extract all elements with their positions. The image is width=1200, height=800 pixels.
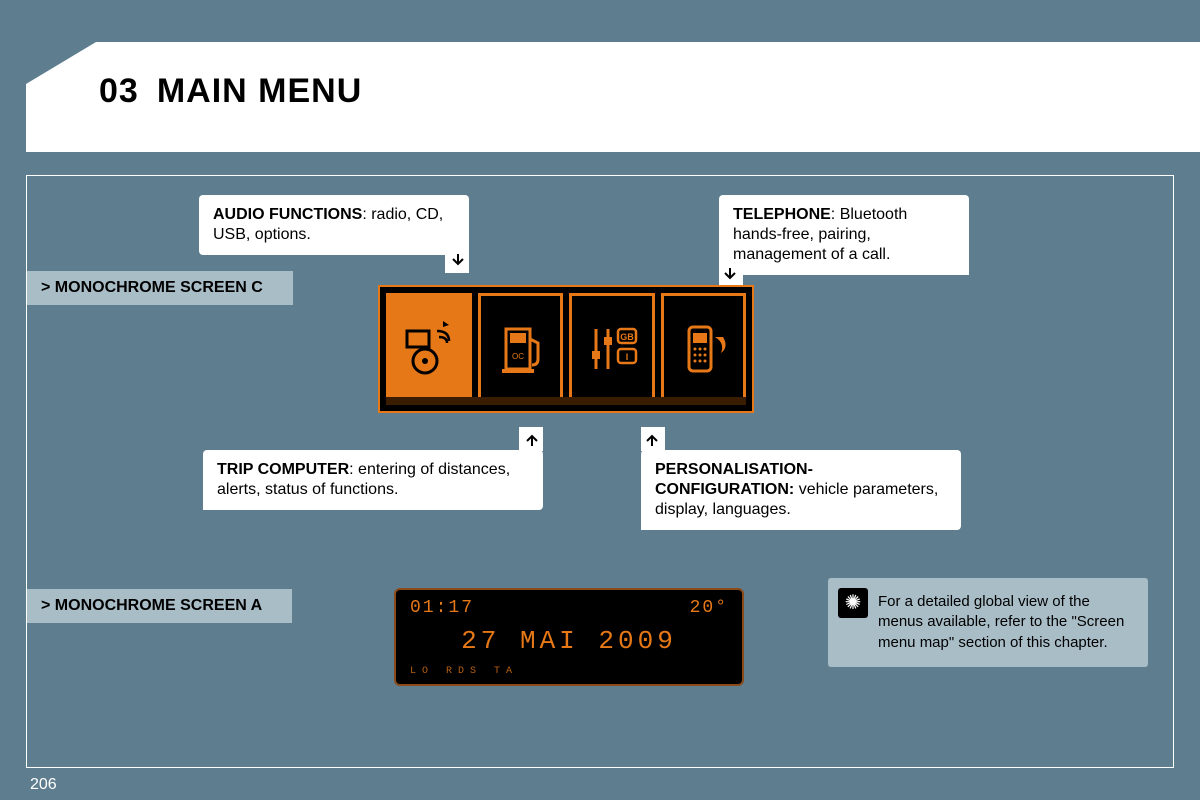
display-screen-c: OC GB I [378,285,754,413]
callout-trip-tail [519,427,543,451]
display-a-top-row: 01:17 20° [410,598,728,618]
display-c-bottom-bar [386,397,746,405]
menu-tile-audio [386,293,472,405]
display-a-temp: 20° [690,598,728,618]
callout-trip: TRIP COMPUTER: entering of distances, al… [203,450,543,510]
label-screen-c: > MONOCHROME SCREEN C [27,271,293,305]
page-number: 206 [30,776,57,794]
svg-text:I: I [625,352,628,362]
display-a-date: 27 MAI 2009 [410,626,728,656]
callout-audio-title: AUDIO FUNCTIONS [213,206,362,223]
callout-telephone: TELEPHONE: Bluetooth hands-free, pairing… [719,195,969,275]
chapter-number: 03 [99,72,139,110]
audio-icon [399,319,459,379]
callout-audio-tail [445,249,469,273]
callout-config-title: PERSONALISATION-CONFIGURATION: [655,461,813,498]
menu-tile-trip: OC [478,293,564,405]
callout-config: PERSONALISATION-CONFIGURATION: vehicle p… [641,450,961,530]
label-screen-a: > MONOCHROME SCREEN A [27,589,292,623]
fuel-icon: OC [490,319,550,379]
page-title: 03 MAIN MENU [99,72,362,111]
callout-telephone-tail [719,263,743,287]
display-c-tiles: OC GB I [386,293,746,405]
info-text: For a detailed global view of the menus … [878,593,1124,651]
callout-telephone-title: TELEPHONE [733,206,831,223]
display-screen-a: 01:17 20° 27 MAI 2009 LO RDS TA [394,588,744,686]
callout-trip-title: TRIP COMPUTER [217,461,349,478]
settings-icon: GB I [582,319,642,379]
display-a-flags: LO RDS TA [410,666,728,677]
info-star-icon: ✺ [838,588,868,618]
callout-audio: AUDIO FUNCTIONS: radio, CD, USB, options… [199,195,469,255]
phone-icon [673,319,733,379]
header-band: 03 MAIN MENU [26,42,1200,152]
svg-text:GB: GB [620,332,634,342]
callout-config-tail [641,427,665,451]
chapter-title: MAIN MENU [157,72,362,110]
menu-tile-config: GB I [569,293,655,405]
info-box: ✺ For a detailed global view of the menu… [828,578,1148,667]
svg-text:OC: OC [512,352,524,361]
menu-tile-phone [661,293,747,405]
header-notch [26,42,96,84]
display-a-time: 01:17 [410,598,474,618]
